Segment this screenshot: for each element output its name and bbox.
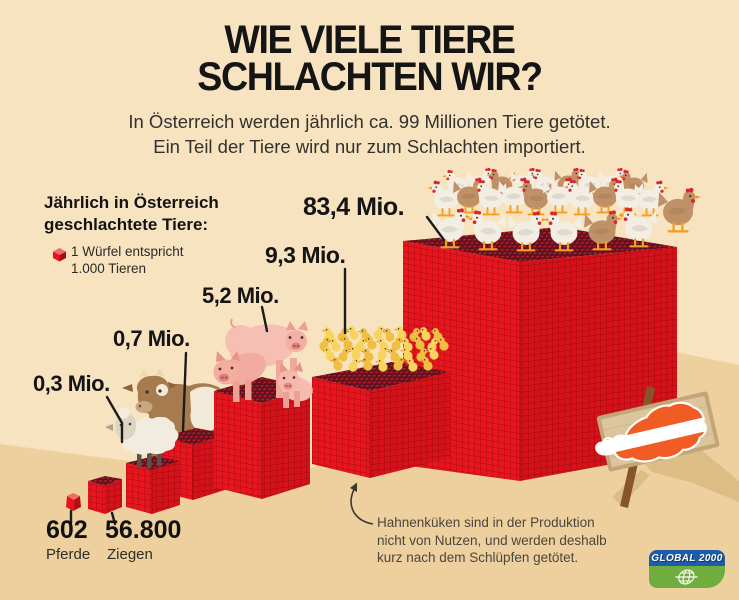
page-subtitle: In Österreich werden jährlich ca. 99 Mil… (0, 109, 739, 159)
logo-text: GLOBAL 2000 (649, 550, 725, 566)
legend-note-line-1: 1 Würfel entspricht (71, 244, 184, 259)
connector-goats (110, 511, 117, 526)
value-label-goats: 56.800 (105, 516, 182, 544)
annotation-line-1: Hahnenküken sind in der Produktion (377, 515, 595, 530)
subtitle-line-2: Ein Teil der Tiere wird nur zum Schlacht… (153, 136, 586, 157)
title-line-2: SCHLACHTEN WIR? (197, 55, 543, 99)
austria-sign (590, 386, 720, 508)
page-title: WIE VIELE TIERE SCHLACHTEN WIR? (22, 18, 717, 99)
connector-pigs (260, 305, 269, 333)
value-label-chicks: 9,3 Mio. (265, 242, 346, 268)
connector-hens (425, 215, 446, 242)
sign-board (590, 391, 720, 474)
pigs-figure (213, 318, 313, 408)
pig-left (213, 351, 267, 402)
annotation-line-2: nicht von Nutzen, und werden deshalb (377, 532, 607, 548)
chick-annotation: Hahnenküken sind in der Produktion nicht… (377, 514, 607, 567)
value-label-pigs: 5,2 Mio. (202, 283, 279, 308)
caption-horses: Pferde (46, 546, 91, 563)
label-connectors (69, 215, 446, 526)
cube-goats (88, 476, 122, 514)
globe-icon (675, 569, 698, 585)
annotation-line-3: kurz nach dem Schlüpfen getötet. (377, 550, 579, 565)
subtitle-line-1: In Österreich werden jährlich ca. 99 Mil… (128, 111, 611, 132)
legend-heading: Jährlich in Österreich geschlachtete Tie… (44, 192, 219, 236)
connector-sheep (105, 395, 124, 444)
annotation-arrow (350, 482, 374, 525)
value-label-cattle: 0,7 Mio. (113, 326, 190, 351)
cube-chicks (312, 362, 450, 478)
sheep-figure (105, 407, 179, 468)
legend-note: 1 Würfel entspricht 1.000 Tieren (71, 243, 184, 277)
title-line-1: WIE VIELE TIERE (224, 18, 516, 62)
caption-goats: Ziegen (107, 546, 153, 563)
value-label-horses: 602 (46, 516, 88, 544)
pig-right (278, 362, 313, 408)
cube-horses (66, 493, 81, 511)
legend-note-line-2: 1.000 Tieren (71, 261, 147, 276)
cube-sheep (126, 456, 180, 514)
global-2000-logo: GLOBAL 2000 (649, 550, 725, 588)
legend-heading-line-2: geschlachtete Tiere: (44, 215, 209, 234)
value-label-hens: 83,4 Mio. (303, 193, 405, 221)
connector-cattle (181, 351, 188, 433)
value-label-sheep: 0,3 Mio. (33, 371, 110, 396)
logo-globe (649, 566, 725, 588)
chick-flock (319, 326, 449, 372)
legend-heading-line-1: Jährlich in Österreich (44, 193, 219, 212)
red-cube-icon (53, 248, 66, 262)
